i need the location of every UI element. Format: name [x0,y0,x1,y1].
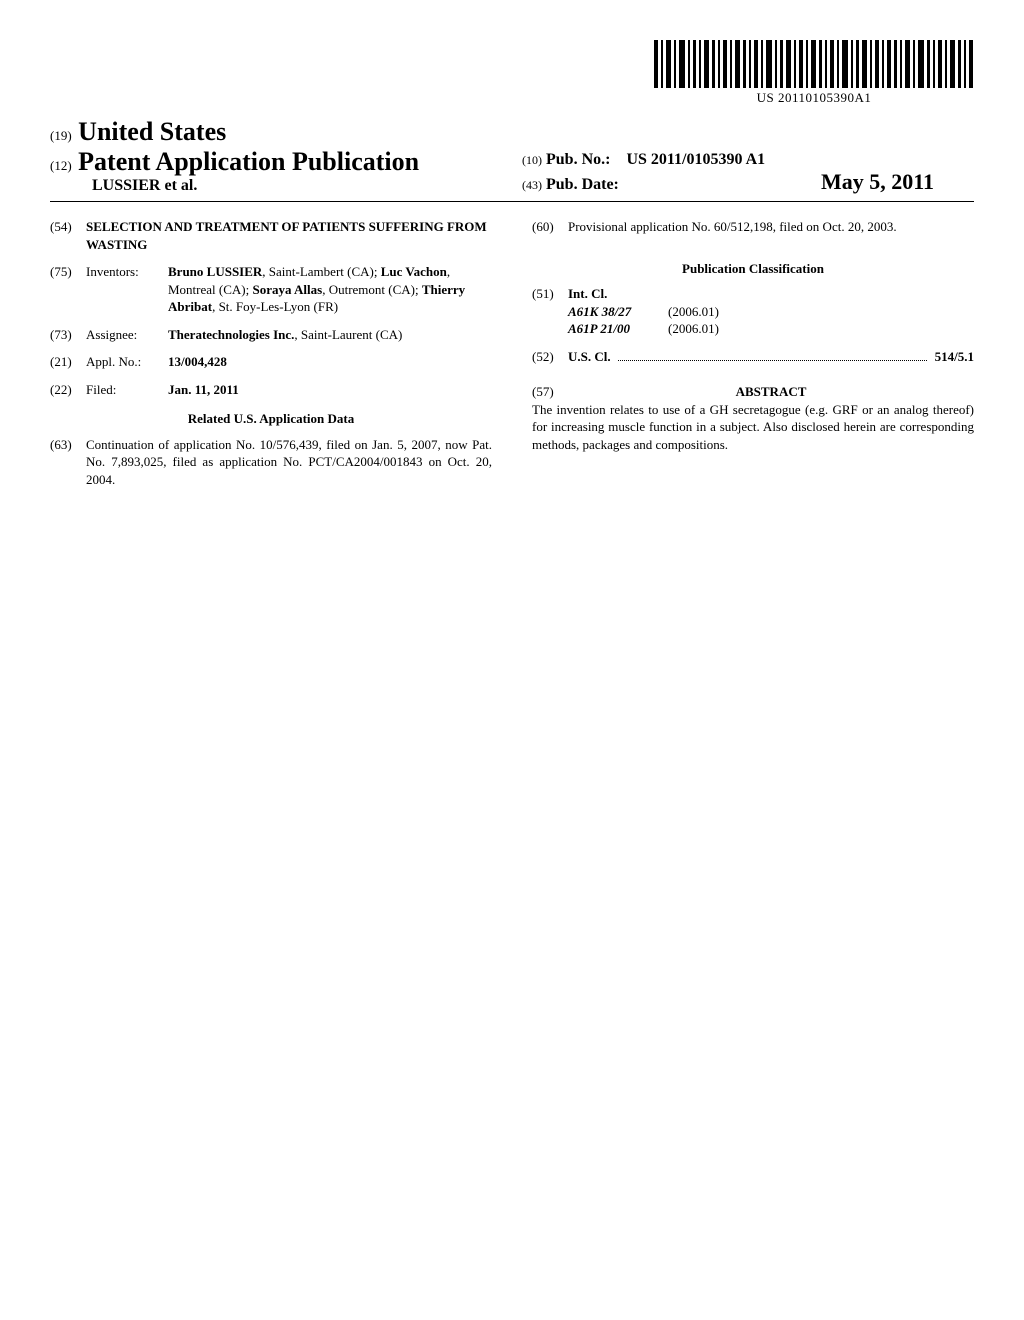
publication-title-line: (12) Patent Application Publication [50,147,502,177]
pubclass-heading: Publication Classification [532,260,974,278]
assignee-loc: , Saint-Laurent (CA) [294,327,402,342]
inventors-code: (75) [50,263,86,316]
provisional-text: Provisional application No. 60/512,198, … [568,218,974,236]
pubdate-value: May 5, 2011 [821,169,974,195]
pubdate-code: (43) [522,178,542,193]
abstract-heading-row: (57) ABSTRACT [532,383,974,401]
ipc-code: A61P 21/00 [568,320,668,338]
ipc-year: (2006.01) [668,303,719,321]
abstract-heading: ABSTRACT [568,383,974,401]
uscl-code: (52) [532,348,568,366]
uscl-label: U.S. Cl. [568,348,611,366]
title-code: (54) [50,218,86,253]
barcode-area: US 20110105390A1 [50,40,974,107]
pubno-label: Pub. No.: [546,151,610,168]
inventor-name: Bruno LUSSIER [168,264,262,279]
authors-line: LUSSIER et al. [92,177,502,195]
country-name: United States [78,117,226,146]
barcode: US 20110105390A1 [654,40,974,106]
uscl-block: U.S. Cl. 514/5.1 [568,348,974,366]
assignee-row: (73) Assignee: Theratechnologies Inc., S… [50,326,492,344]
abstract-text: The invention relates to use of a GH sec… [532,401,974,454]
title-row: (54) SELECTION AND TREATMENT OF PATIENTS… [50,218,492,253]
header-left: (19) United States (12) Patent Applicati… [50,117,502,195]
pubno-value: US 2011/0105390 A1 [626,151,765,168]
filed-row: (22) Filed: Jan. 11, 2011 [50,381,492,399]
filed-value: Jan. 11, 2011 [168,381,492,399]
country-code: (19) [50,128,72,143]
ipc-row: A61K 38/27 (2006.01) [568,303,974,321]
ipc-row: A61P 21/00 (2006.01) [568,320,974,338]
header-right: (10) Pub. No.: US 2011/0105390 A1 (43) P… [502,151,974,195]
inventors-value: Bruno LUSSIER, Saint-Lambert (CA); Luc V… [168,263,492,316]
intcl-code: (51) [532,285,568,338]
title-text: SELECTION AND TREATMENT OF PATIENTS SUFF… [86,218,492,253]
pubno-line: (10) Pub. No.: US 2011/0105390 A1 [522,151,974,169]
pubno-code: (10) [522,153,542,167]
assignee-name: Theratechnologies Inc. [168,327,294,342]
continuation-text: Continuation of application No. 10/576,4… [86,436,492,489]
body-columns: (54) SELECTION AND TREATMENT OF PATIENTS… [50,218,974,499]
assignee-value: Theratechnologies Inc., Saint-Laurent (C… [168,326,492,344]
pubdate-label: Pub. Date: [546,176,619,194]
filed-code: (22) [50,381,86,399]
right-column: (60) Provisional application No. 60/512,… [532,218,974,499]
uscl-row: (52) U.S. Cl. 514/5.1 [532,348,974,366]
inventors-label: Inventors: [86,263,168,316]
pubdate-line: (43) Pub. Date: May 5, 2011 [522,169,974,195]
inventor-loc: , Outremont (CA); [322,282,422,297]
country-line: (19) United States [50,117,502,147]
divider [50,201,974,202]
ipc-code: A61K 38/27 [568,303,668,321]
pub-title: Patent Application Publication [78,147,419,176]
related-heading: Related U.S. Application Data [50,410,492,428]
applno-label: Appl. No.: [86,353,168,371]
filed-label: Filed: [86,381,168,399]
provisional-row: (60) Provisional application No. 60/512,… [532,218,974,236]
left-column: (54) SELECTION AND TREATMENT OF PATIENTS… [50,218,492,499]
barcode-number: US 20110105390A1 [654,90,974,106]
continuation-code: (63) [50,436,86,489]
header-row: (19) United States (12) Patent Applicati… [50,117,974,195]
intcl-label: Int. Cl. [568,285,974,303]
assignee-code: (73) [50,326,86,344]
inventors-row: (75) Inventors: Bruno LUSSIER, Saint-Lam… [50,263,492,316]
ipc-year: (2006.01) [668,320,719,338]
assignee-label: Assignee: [86,326,168,344]
uscl-dots [618,359,928,361]
applno-value: 13/004,428 [168,353,492,371]
abstract-code: (57) [532,383,568,401]
pub-code: (12) [50,158,72,173]
intcl-row: (51) Int. Cl. A61K 38/27 (2006.01) A61P … [532,285,974,338]
inventor-loc: , Saint-Lambert (CA); [262,264,380,279]
provisional-code: (60) [532,218,568,236]
applno-code: (21) [50,353,86,371]
uscl-value: 514/5.1 [935,348,974,366]
inventor-name: Soraya Allas [252,282,322,297]
applno-row: (21) Appl. No.: 13/004,428 [50,353,492,371]
continuation-row: (63) Continuation of application No. 10/… [50,436,492,489]
barcode-svg [654,40,974,88]
inventor-loc: , St. Foy-Les-Lyon (FR) [212,299,338,314]
inventor-name: Luc Vachon [381,264,447,279]
intcl-block: Int. Cl. A61K 38/27 (2006.01) A61P 21/00… [568,285,974,338]
